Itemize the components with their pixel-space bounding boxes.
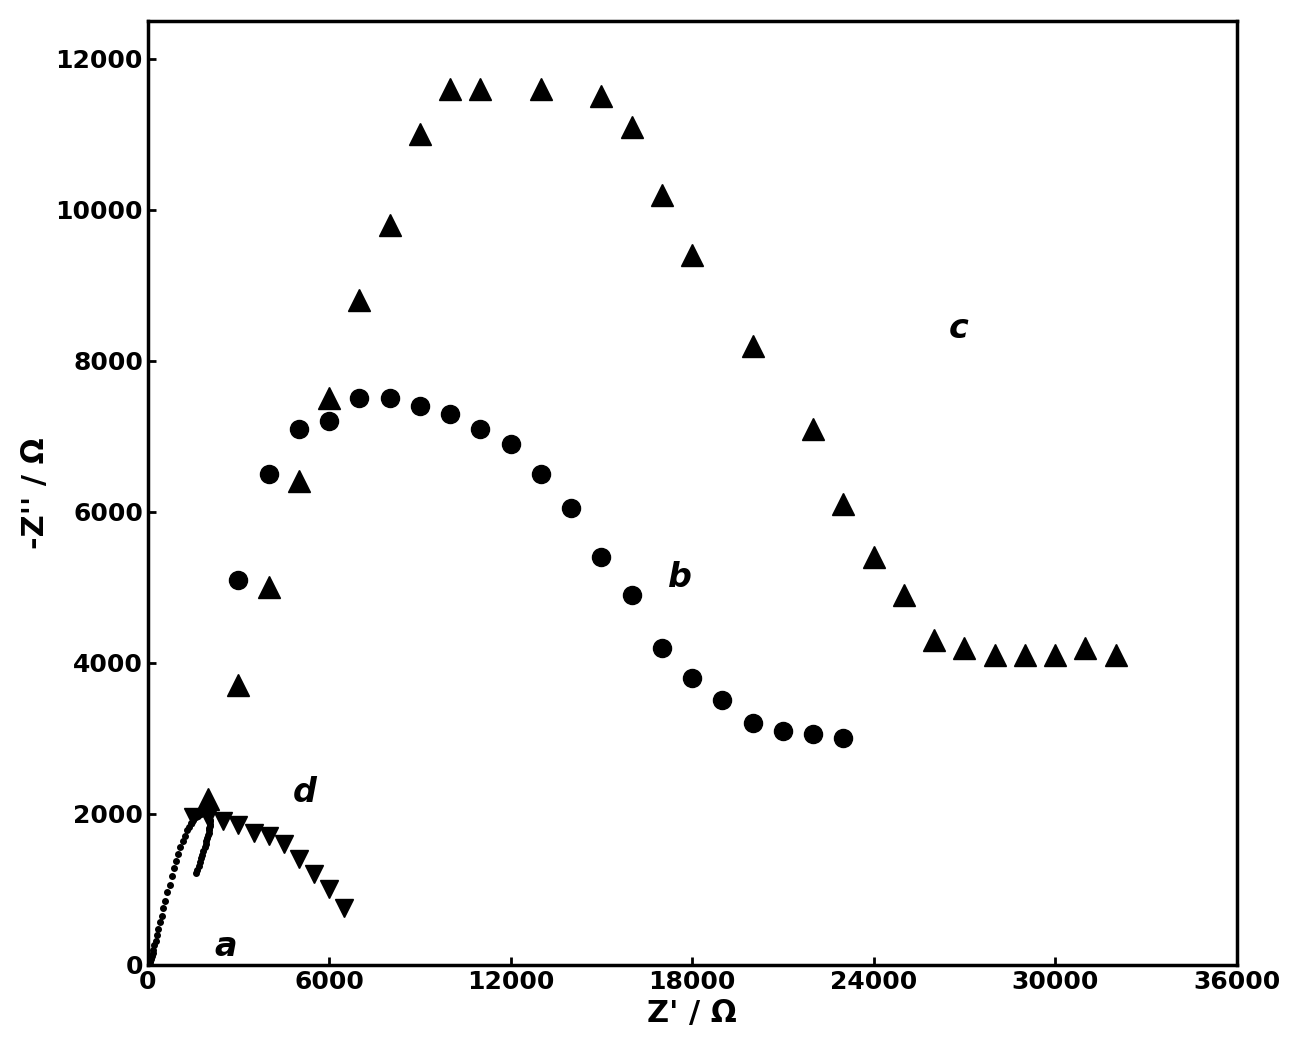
Text: c: c [950,312,969,345]
Y-axis label: -Z'' / Ω: -Z'' / Ω [21,437,49,549]
Text: b: b [667,561,692,594]
X-axis label: Z' / Ω: Z' / Ω [648,999,738,1028]
Text: d: d [293,776,317,810]
Text: a: a [215,929,237,963]
